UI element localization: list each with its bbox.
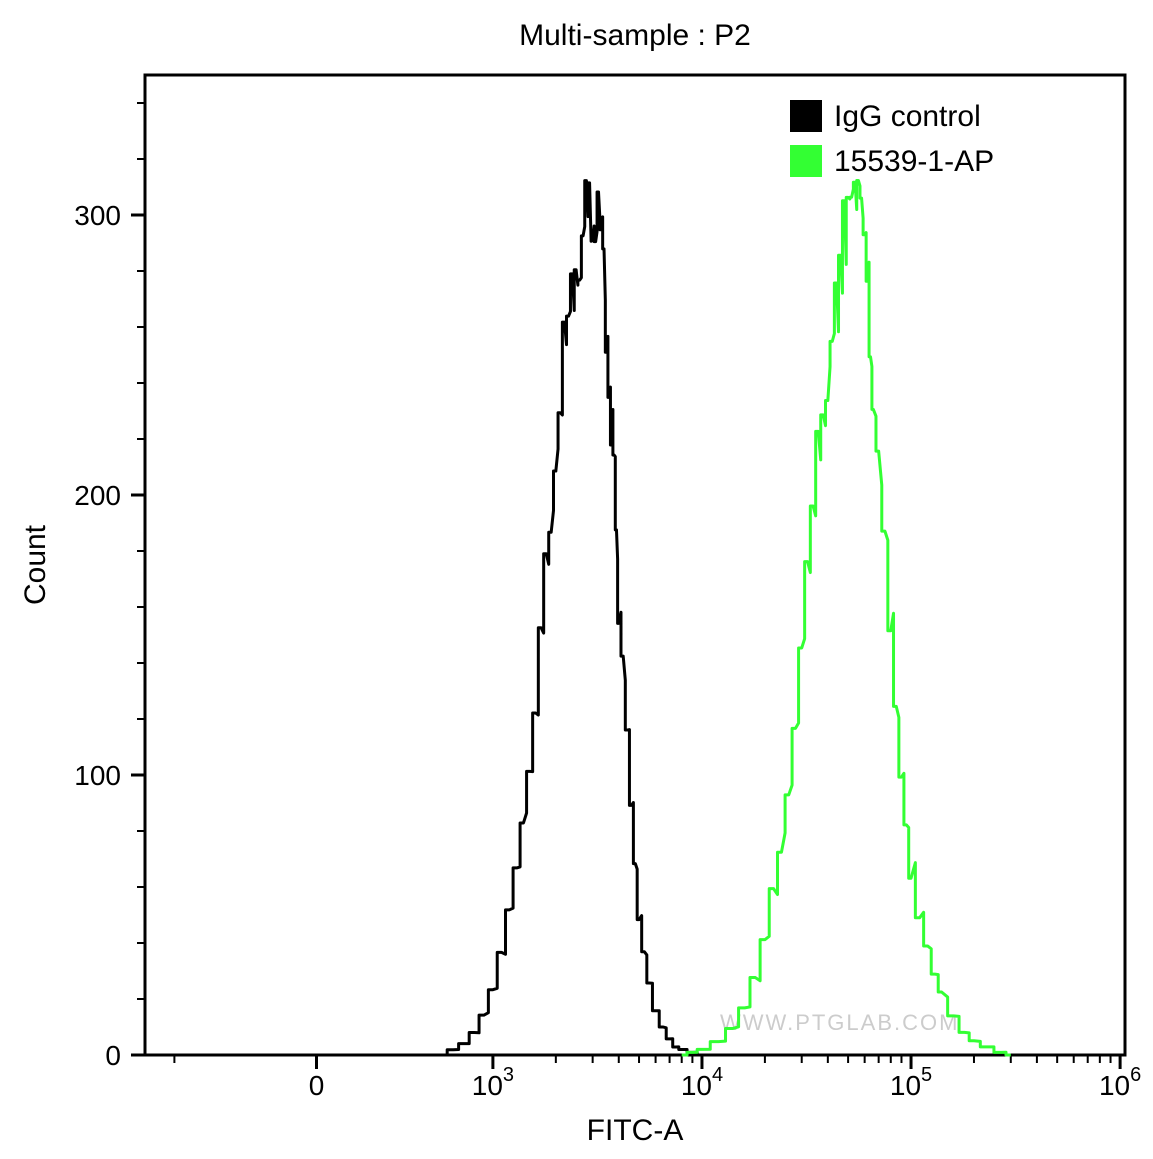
chart-title: Multi-sample : P2	[519, 19, 751, 52]
y-tick-label: 300	[74, 200, 121, 231]
legend-label: 15539-1-AP	[834, 145, 994, 178]
flow-cytometry-histogram: 01002003000103104105106CountFITC-AMulti-…	[0, 0, 1153, 1159]
x-tick-label: 0	[309, 1070, 325, 1101]
chart-svg: 01002003000103104105106CountFITC-AMulti-…	[0, 0, 1153, 1159]
y-axis-label: Count	[19, 524, 52, 605]
legend-marker	[790, 100, 822, 132]
legend-marker	[790, 145, 822, 177]
watermark: WWW.PTGLAB.COM	[720, 1010, 959, 1035]
y-tick-label: 100	[74, 760, 121, 791]
y-tick-label: 0	[105, 1040, 121, 1071]
legend-label: IgG control	[834, 100, 981, 133]
y-tick-label: 200	[74, 480, 121, 511]
x-axis-label: FITC-A	[587, 1114, 684, 1147]
